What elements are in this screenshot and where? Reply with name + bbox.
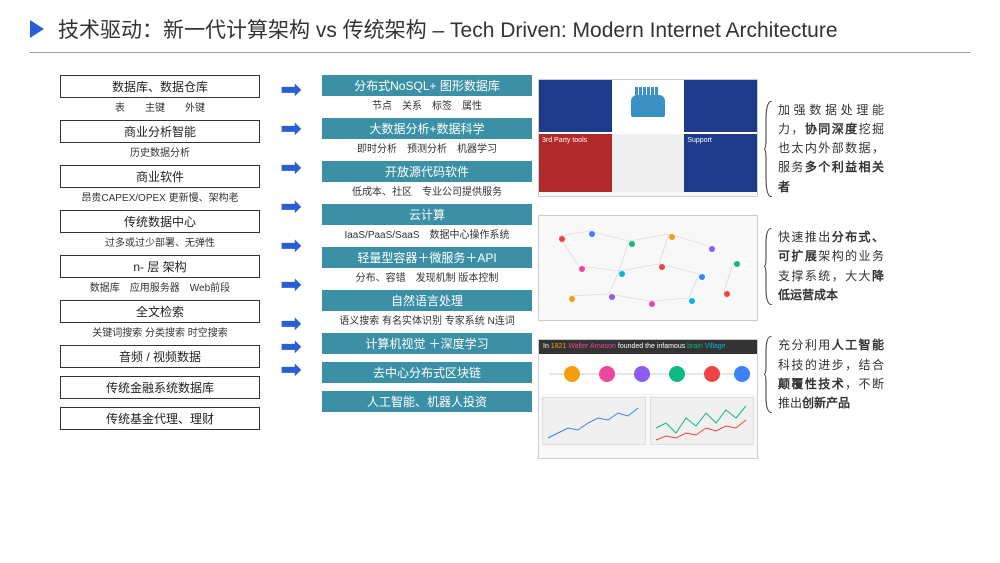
modern-sub: 即时分析 预测分析 机器学习: [322, 139, 532, 159]
network-node: [619, 271, 625, 277]
column-traditional: 数据库、数据仓库表 主键 外键商业分析智能历史数据分析商业软件昂贵CAPEX/O…: [60, 75, 260, 459]
divider: [30, 52, 970, 53]
summary-text: 充分利用人工智能科技的进步，结合颠覆性技术，不断推出创新产品: [764, 336, 884, 413]
slide-title: 技术驱动：新一代计算架构 vs 传统架构 – Tech Driven: Mode…: [58, 14, 838, 44]
traditional-sub: 表 主键 外键: [60, 98, 260, 118]
arrow-icon: ➡: [280, 114, 302, 153]
network-node: [689, 298, 695, 304]
traditional-item: 数据库、数据仓库: [60, 75, 260, 98]
arrow-icon: ➡: [280, 192, 302, 231]
arrow-icon: ➡: [280, 355, 302, 378]
arrow-icon: ➡: [280, 332, 302, 355]
network-node: [709, 246, 715, 252]
summary-text: 加强数据处理能力，协同深度挖掘也太内外部数据，服务多个利益相关者: [764, 101, 884, 197]
traditional-sub: 昂贵CAPEX/OPEX 更新慢、架构老: [60, 188, 260, 208]
modern-item: 云计算: [322, 204, 532, 225]
network-node: [589, 231, 595, 237]
network-node: [629, 241, 635, 247]
illustration-timeline: In 1821 Walter Arnason founded the infam…: [538, 339, 758, 459]
traditional-sub: 过多或过少部署、无弹性: [60, 233, 260, 253]
illustration-docker: 3rd Party tools Support: [538, 79, 758, 197]
timeline-banner: In 1821 Walter Arnason founded the infam…: [539, 340, 757, 354]
modern-sub: IaaS/PaaS/SaaS 数据中心操作系统: [322, 225, 532, 245]
docker-label: [612, 134, 685, 192]
traditional-item: 商业软件: [60, 165, 260, 188]
network-graph: [539, 216, 757, 320]
traditional-item: 商业分析智能: [60, 120, 260, 143]
modern-item: 人工智能、机器人投资: [322, 391, 532, 412]
docker-panel: [684, 80, 757, 132]
brace-icon: [764, 101, 774, 197]
modern-item: 去中心分布式区块链: [322, 362, 532, 383]
traditional-sub: 关键词搜索 分类搜索 时空搜索: [60, 323, 260, 343]
content-area: 数据库、数据仓库表 主键 外键商业分析智能历史数据分析商业软件昂贵CAPEX/O…: [0, 75, 1000, 459]
brace-icon: [764, 336, 774, 413]
bullet-icon: [30, 20, 44, 38]
network-node: [649, 301, 655, 307]
arrow-icon: ➡: [280, 231, 302, 270]
modern-item: 分布式NoSQL+ 图形数据库: [322, 75, 532, 96]
network-node: [724, 291, 730, 297]
modern-sub: 低成本、社区 专业公司提供服务: [322, 182, 532, 202]
column-modern: 分布式NoSQL+ 图形数据库节点 关系 标签 属性大数据分析+数据科学即时分析…: [322, 75, 532, 459]
traditional-sub: 数据库 应用服务器 Web前段: [60, 278, 260, 298]
network-node: [699, 274, 705, 280]
traditional-item: 传统金融系统数据库: [60, 376, 260, 399]
network-node: [659, 264, 665, 270]
arrow-icon: ➡: [280, 309, 302, 332]
traditional-item: 传统数据中心: [60, 210, 260, 233]
modern-sub: 语义搜索 有名实体识别 专家系统 N连词: [322, 311, 532, 331]
brace-icon: [764, 228, 774, 305]
modern-item: 计算机视觉 ＋深度学习: [322, 333, 532, 354]
traditional-item: 音频 / 视频数据: [60, 345, 260, 368]
network-node: [569, 296, 575, 302]
timeline-nodes: [539, 354, 757, 394]
arrow-icon: ➡: [280, 75, 302, 114]
arrow-icon: ➡: [280, 270, 302, 309]
traditional-sub: 历史数据分析: [60, 143, 260, 163]
modern-item: 轻量型容器＋微服务＋API: [322, 247, 532, 268]
column-arrows: ➡➡➡➡➡➡➡➡➡: [266, 75, 316, 459]
modern-sub: 分布、容错 发现机制 版本控制: [322, 268, 532, 288]
docker-label: Support: [684, 134, 757, 192]
network-node: [609, 294, 615, 300]
column-illustrations: 3rd Party tools Support: [538, 75, 758, 459]
network-node: [734, 261, 740, 267]
mini-charts: [539, 394, 757, 448]
traditional-item: n- 层 架构: [60, 255, 260, 278]
modern-item: 开放源代码软件: [322, 161, 532, 182]
arrow-icon: ➡: [280, 153, 302, 192]
mini-chart: [650, 397, 754, 445]
summary-text: 快速推出分布式、可扩展架构的业务支撑系统，大大降低运营成本: [764, 228, 884, 305]
network-node: [669, 234, 675, 240]
network-node: [579, 266, 585, 272]
docker-whale-panel: [612, 80, 685, 132]
traditional-item: 全文检索: [60, 300, 260, 323]
docker-label: 3rd Party tools: [539, 134, 612, 192]
modern-item: 自然语言处理: [322, 290, 532, 311]
mini-chart: [542, 397, 646, 445]
traditional-item: 传统基金代理、理财: [60, 407, 260, 430]
network-node: [559, 236, 565, 242]
column-summaries: 加强数据处理能力，协同深度挖掘也太内外部数据，服务多个利益相关者快速推出分布式、…: [764, 75, 884, 459]
illustration-network: [538, 215, 758, 321]
modern-item: 大数据分析+数据科学: [322, 118, 532, 139]
slide-header: 技术驱动：新一代计算架构 vs 传统架构 – Tech Driven: Mode…: [0, 0, 1000, 52]
docker-panel: [539, 80, 612, 132]
docker-whale-icon: [631, 95, 665, 117]
modern-sub: 节点 关系 标签 属性: [322, 96, 532, 116]
